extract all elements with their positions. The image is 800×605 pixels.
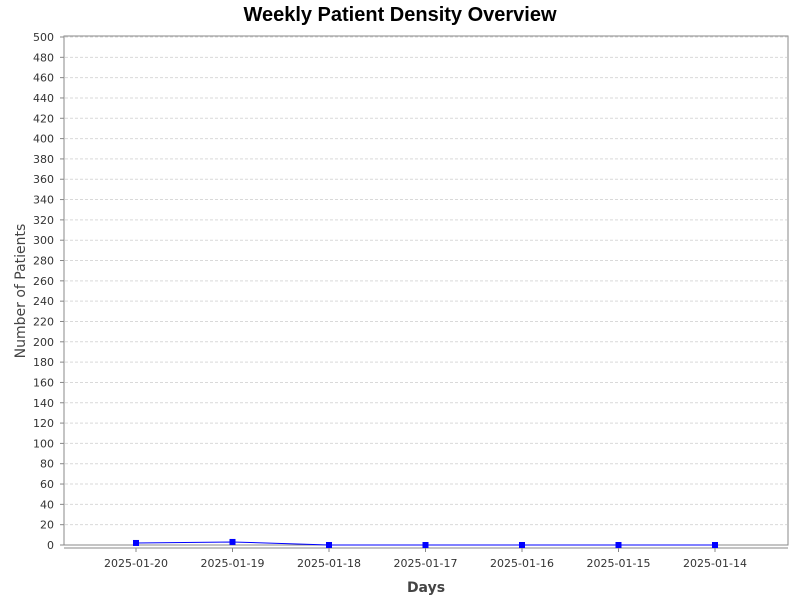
y-tick-label: 280 — [33, 255, 54, 268]
plot-area — [63, 35, 789, 546]
y-tick-label: 360 — [33, 173, 54, 186]
y-tick-label: 320 — [33, 214, 54, 227]
x-tick-label: 2025-01-19 — [201, 557, 265, 570]
x-tick-label: 2025-01-17 — [394, 557, 458, 570]
y-tick-label: 60 — [40, 478, 54, 491]
y-tick-label: 400 — [33, 133, 54, 146]
y-tick-label: 480 — [33, 51, 54, 64]
y-tick-label: 220 — [33, 315, 54, 328]
y-tick-label: 0 — [47, 539, 54, 552]
y-tick-label: 380 — [33, 153, 54, 166]
x-tick-label: 2025-01-15 — [587, 557, 651, 570]
y-tick-label: 300 — [33, 234, 54, 247]
data-point — [133, 539, 139, 546]
y-tick-label: 260 — [33, 275, 54, 288]
x-tick-label: 2025-01-20 — [104, 557, 168, 570]
data-point — [422, 542, 429, 548]
x-tick-label: 2025-01-18 — [297, 557, 361, 570]
y-tick-label: 500 — [33, 31, 54, 44]
y-tick-label: 140 — [33, 397, 54, 410]
y-tick-label: 460 — [33, 72, 54, 85]
data-point — [519, 542, 525, 548]
data-point — [229, 538, 236, 545]
data-point — [326, 542, 332, 548]
y-axis-label: Number of Patients — [13, 224, 29, 359]
y-tick-label: 420 — [33, 112, 54, 125]
data-point — [712, 542, 718, 548]
y-tick-label: 180 — [33, 356, 54, 369]
y-tick-label: 80 — [40, 458, 54, 471]
y-tick-label: 100 — [33, 437, 54, 450]
x-axis-label: Days — [407, 580, 445, 596]
y-axis: 0 20 40 60 80 100 120 140 160 180 200 220 240 260 280 3… — [33, 31, 64, 552]
series-layer — [133, 538, 718, 548]
y-tick-label: 240 — [33, 295, 54, 308]
grid-lines — [65, 36, 787, 526]
y-tick-label: 340 — [33, 194, 54, 207]
data-point — [615, 542, 622, 548]
y-tick-label: 200 — [33, 336, 54, 349]
chart-title: Weekly Patient Density Overview — [243, 4, 557, 26]
x-tick-label: 2025-01-14 — [683, 557, 747, 570]
x-axis: 2025-01-20 2025-01-19 2025-01-18 2025-01-17… — [64, 547, 788, 570]
y-tick-label: 120 — [33, 417, 54, 430]
y-tick-label: 160 — [33, 376, 54, 389]
y-tick-label: 40 — [40, 498, 54, 511]
x-tick-label: 2025-01-16 — [490, 557, 554, 570]
y-tick-label: 20 — [40, 519, 54, 532]
y-tick-label: 440 — [33, 92, 54, 105]
